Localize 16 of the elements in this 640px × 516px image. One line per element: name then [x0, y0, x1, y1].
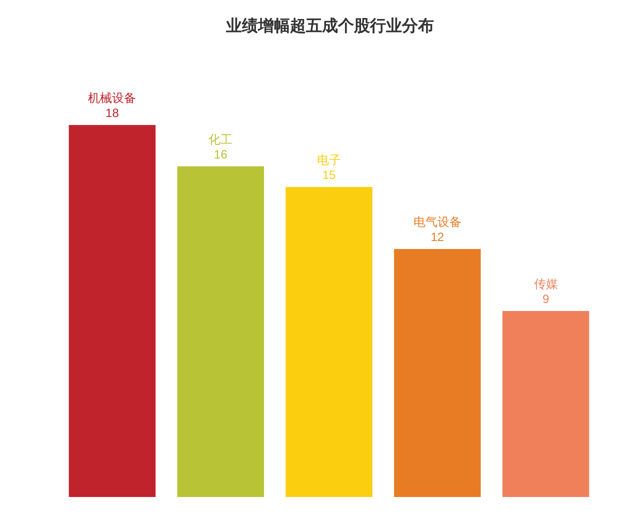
bar: [286, 187, 372, 497]
bar: [394, 249, 481, 497]
x-tick-label: 传媒: [534, 277, 558, 291]
x-tick-label: 机械设备: [88, 91, 136, 105]
data-label: 18: [106, 106, 120, 120]
data-label: 15: [322, 168, 336, 182]
x-tick-label: 化工: [208, 132, 233, 146]
data-label: 16: [214, 147, 228, 162]
x-tick-label: 电气设备: [413, 215, 462, 229]
bar: [177, 166, 264, 497]
bar: [68, 125, 156, 497]
bar: [502, 311, 590, 497]
x-tick-label: 电子: [317, 153, 341, 167]
data-label: 12: [430, 230, 444, 244]
data-label: 9: [542, 292, 550, 306]
chart-title: 业绩增幅超五成个股行业分布: [225, 17, 434, 35]
